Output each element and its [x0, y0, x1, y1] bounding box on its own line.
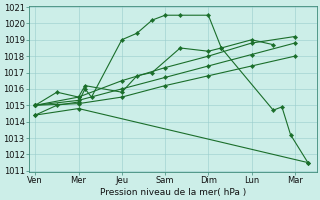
- X-axis label: Pression niveau de la mer( hPa ): Pression niveau de la mer( hPa ): [100, 188, 246, 197]
